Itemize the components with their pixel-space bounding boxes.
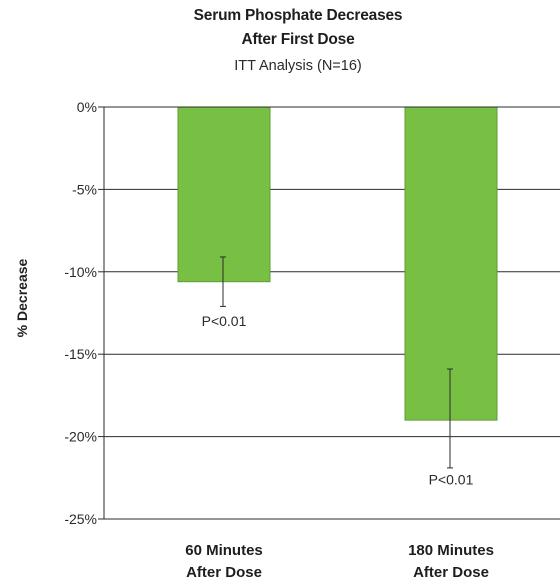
y-tick-label: 0%	[77, 99, 97, 115]
bar	[404, 106, 498, 421]
p-value-label: P<0.01	[429, 471, 474, 487]
y-tick-label: -10%	[64, 264, 97, 280]
y-tick-label: -5%	[72, 181, 97, 197]
y-tick-label: -25%	[64, 511, 97, 527]
chart-title: Serum Phosphate Decreases	[193, 7, 403, 24]
x-category-label: 180 Minutes	[408, 542, 494, 559]
bar	[177, 106, 271, 283]
y-tick-label: -20%	[64, 429, 97, 445]
chart-subtitle: ITT Analysis (N=16)	[234, 58, 362, 74]
x-category-label: 60 Minutes	[185, 542, 263, 559]
x-category-label: After Dose	[413, 564, 489, 581]
chart-title-line2: After First Dose	[241, 31, 355, 48]
y-tick-label: -15%	[64, 346, 97, 362]
x-category-label: After Dose	[186, 564, 262, 581]
p-value-label: P<0.01	[202, 313, 247, 329]
